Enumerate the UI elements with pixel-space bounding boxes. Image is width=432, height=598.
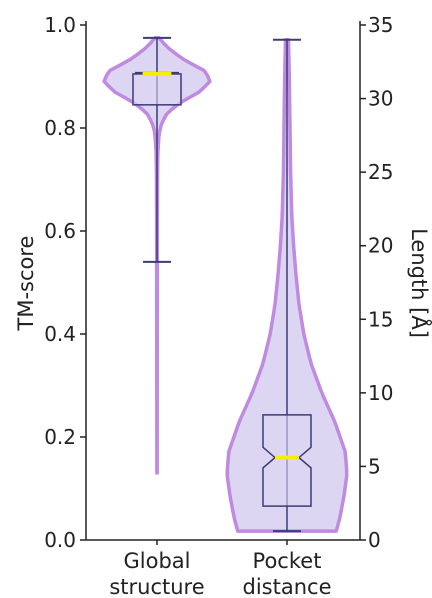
- left-tick-label: 1.0: [44, 13, 76, 37]
- left-tick-label: 0.0: [44, 528, 76, 552]
- violin-group-pocket-distance: [225, 37, 349, 533]
- box: [132, 73, 182, 106]
- right-axis-title: Length [Å]: [407, 228, 432, 338]
- right-tick-label: 10: [368, 381, 393, 405]
- left-tick-label: 0.2: [44, 425, 76, 449]
- category-label: Global structure: [109, 549, 204, 598]
- right-tick-label: 35: [368, 13, 393, 37]
- right-tick-label: 25: [368, 160, 393, 184]
- right-tick-label: 15: [368, 307, 393, 331]
- left-tick-label: 0.4: [44, 322, 76, 346]
- left-tick-label: 0.6: [44, 219, 76, 243]
- category-label-line: Global: [124, 549, 191, 573]
- category-label-line: distance: [243, 575, 332, 598]
- right-tick-label: 0: [368, 528, 381, 552]
- box: [262, 414, 312, 507]
- right-tick-label: 30: [368, 87, 393, 111]
- category-label-line: structure: [109, 575, 204, 598]
- category-label-line: Pocket: [253, 549, 322, 573]
- left-axis-title: TM-score: [14, 236, 38, 332]
- right-tick-label: 5: [368, 454, 381, 478]
- category-label: Pocket distance: [243, 549, 332, 598]
- right-tick-label: 20: [368, 234, 393, 258]
- left-tick-label: 0.8: [44, 116, 76, 140]
- violin-group-global-structure: [102, 36, 212, 475]
